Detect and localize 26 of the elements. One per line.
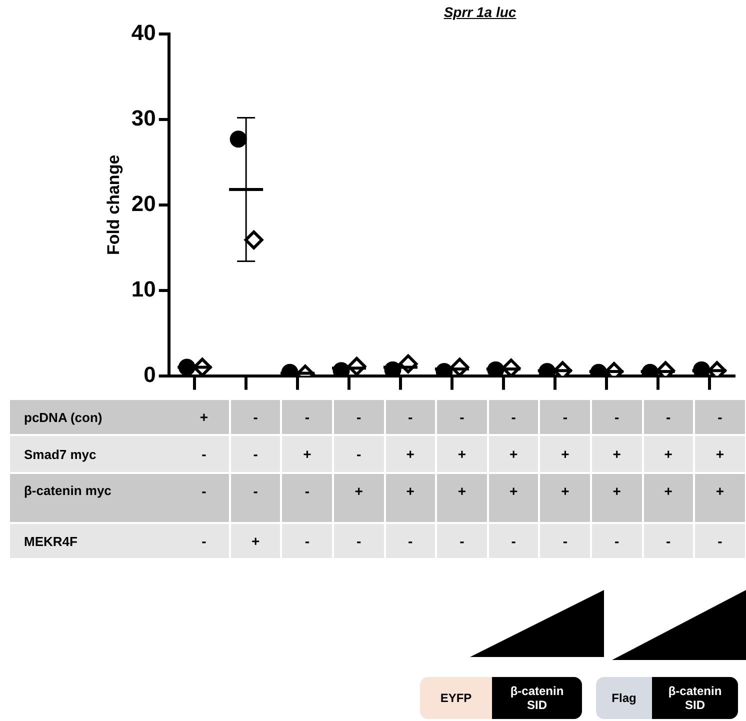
text: EYFP xyxy=(420,677,492,719)
y-tick-label: 30 xyxy=(131,106,156,131)
category-label: - - - + xyxy=(252,409,260,549)
y-tick-label: 10 xyxy=(131,276,156,302)
y-tick-label: 0 xyxy=(144,362,156,387)
category-label: - + - - xyxy=(303,409,312,549)
y-tick-label: 40 xyxy=(131,20,156,46)
category-label: - + + - xyxy=(612,409,621,549)
category-label: - + + - xyxy=(716,409,724,549)
text: Smad7 myc xyxy=(10,436,188,472)
y-axis-title: Fold change xyxy=(104,154,123,255)
category-label: - + + - xyxy=(510,409,518,549)
y-tick-label: 20 xyxy=(131,190,156,216)
category-label: - - + - xyxy=(354,409,363,549)
category-label: + - - - xyxy=(200,409,208,549)
category-label: - + + - xyxy=(406,409,414,549)
category-label: - + + - xyxy=(664,409,672,549)
text: β-catenin SID xyxy=(492,677,582,719)
category-label: - + + - xyxy=(458,409,466,549)
text: pcDNA (con) xyxy=(10,400,188,434)
text: Flag xyxy=(596,677,652,719)
category-label: - + + - xyxy=(561,409,570,549)
text: β-catenin myc xyxy=(10,474,188,522)
text: MEKR4F xyxy=(10,524,188,558)
text: β-catenin SID xyxy=(652,677,738,719)
chart-title: Sprr 1a luc xyxy=(442,4,518,20)
